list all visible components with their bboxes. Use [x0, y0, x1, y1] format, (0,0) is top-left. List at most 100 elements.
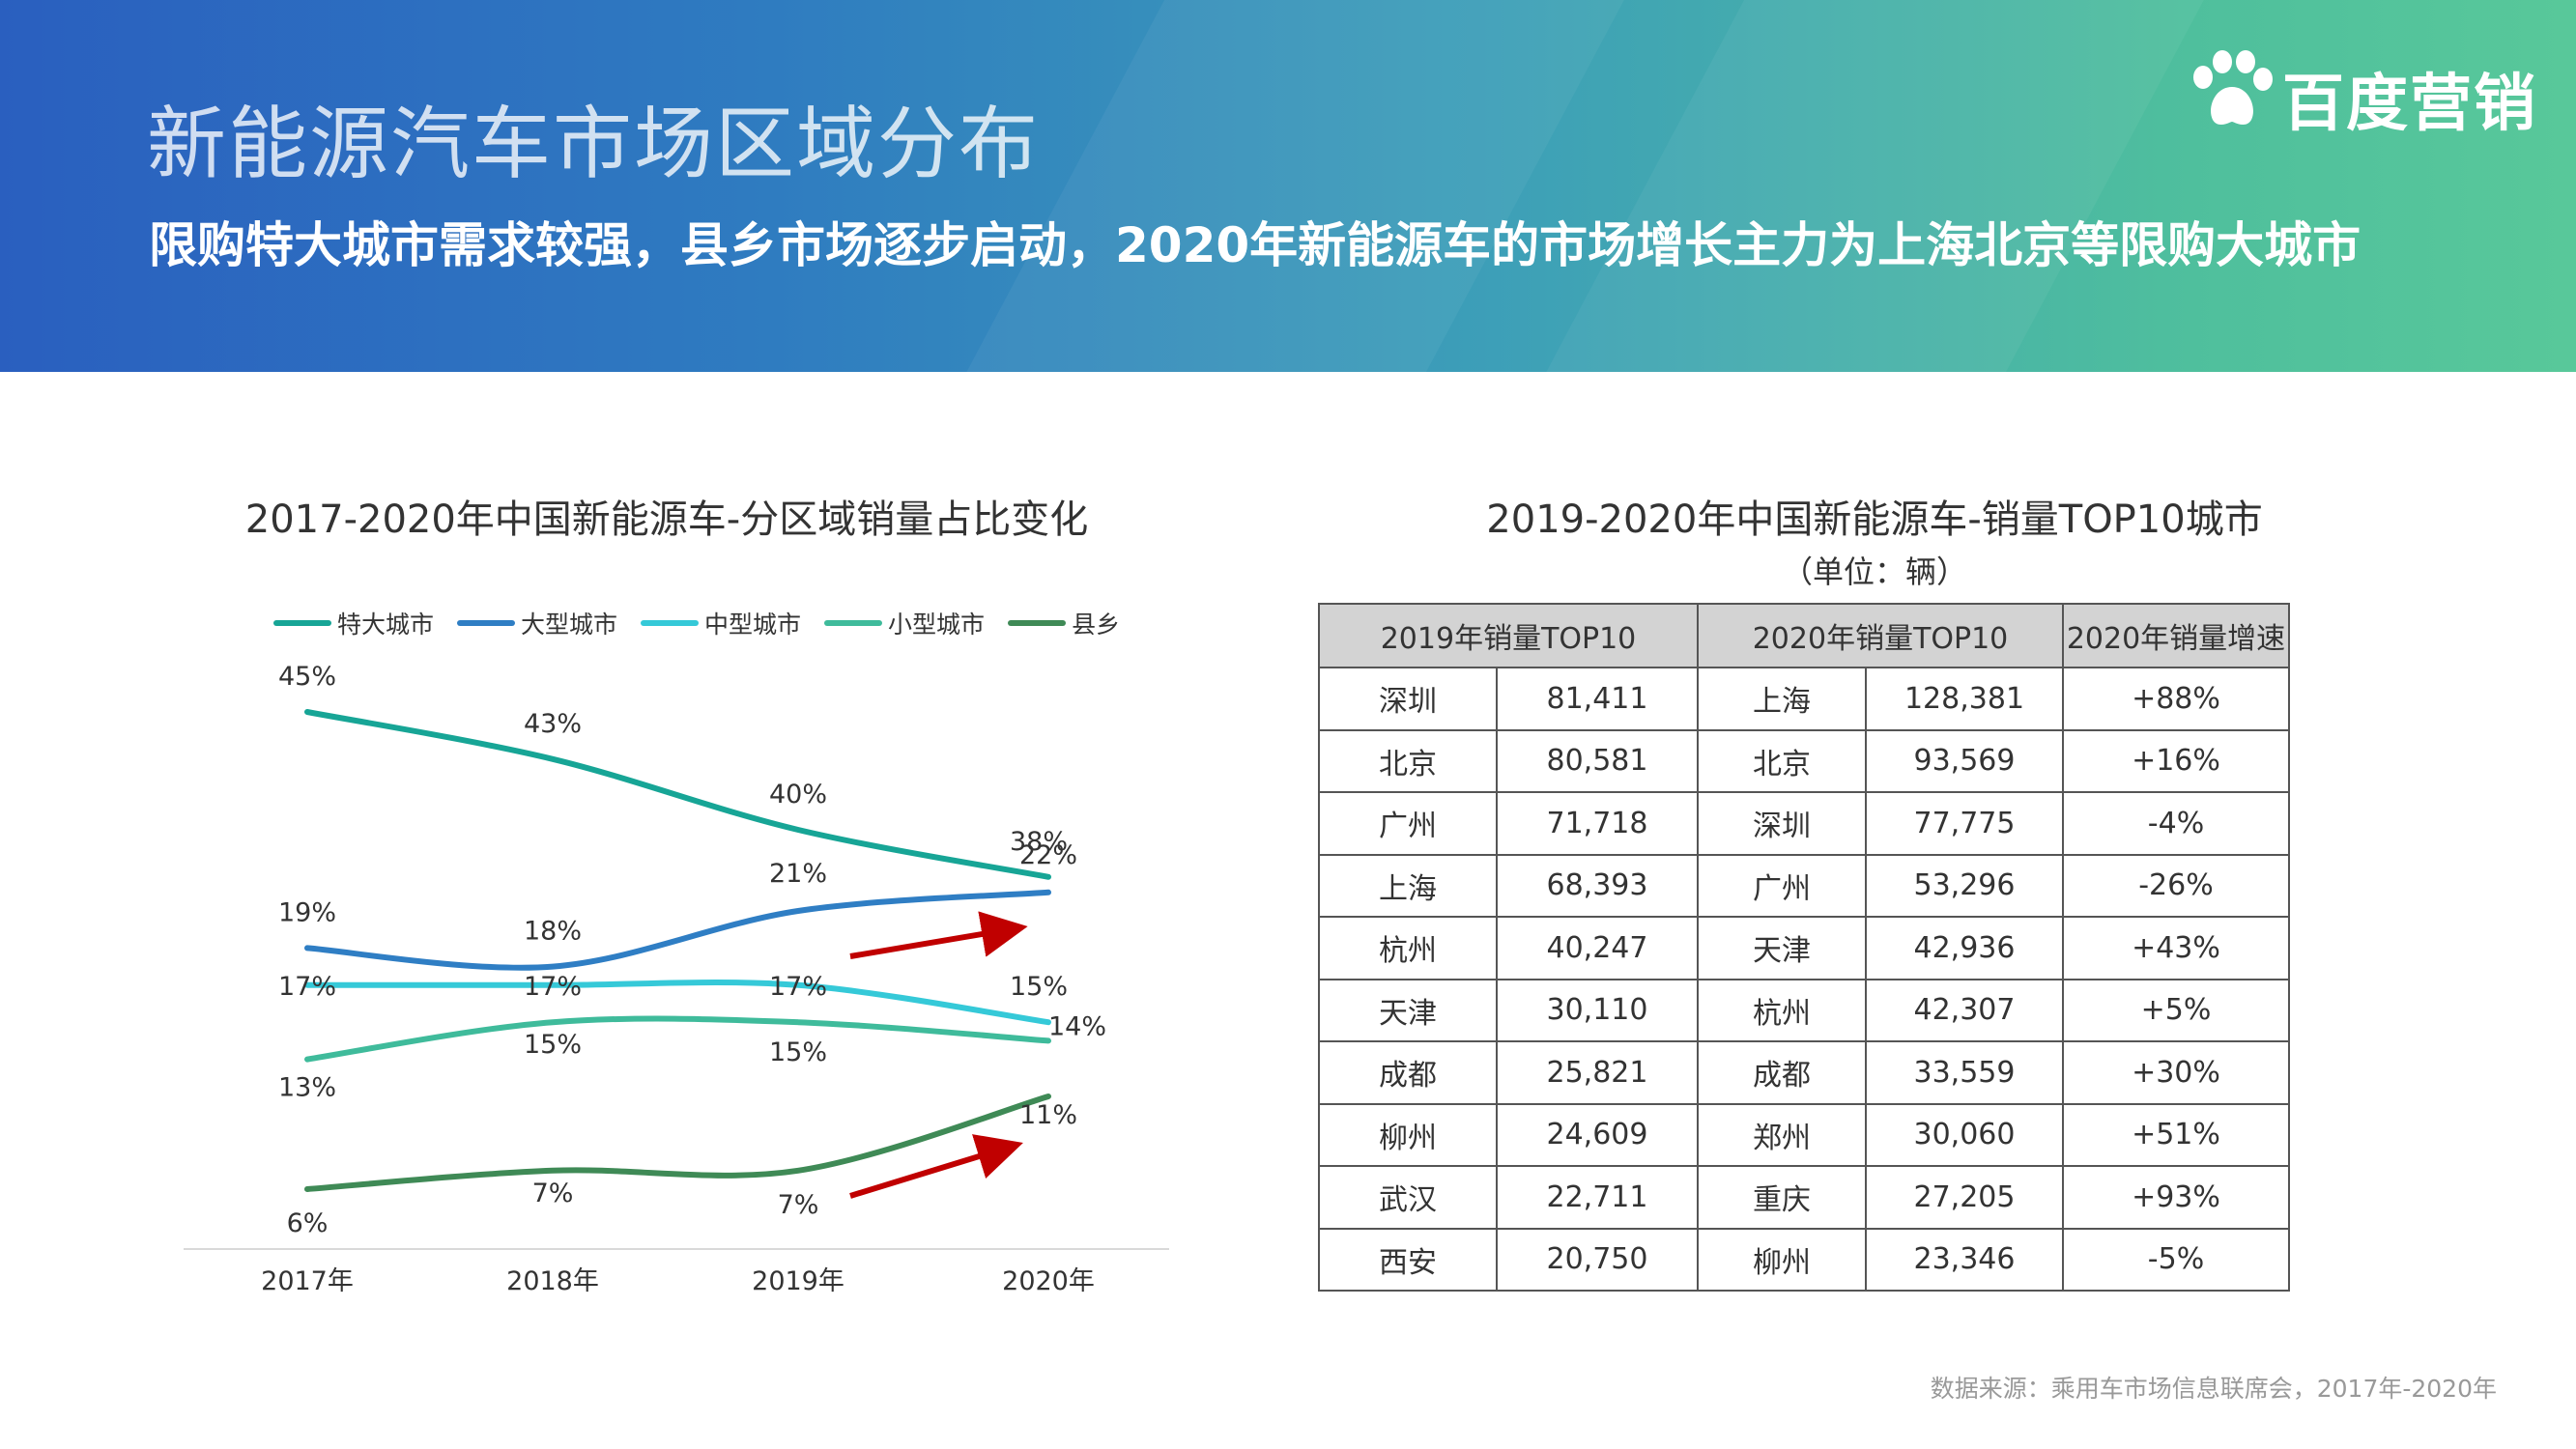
x-tick-label: 2018年	[506, 1266, 599, 1296]
data-label: 38%	[1010, 827, 1068, 857]
table-cell: 成都	[1697, 1040, 1867, 1105]
table-unit: （单位：辆）	[1781, 554, 1967, 590]
data-label: 7%	[532, 1179, 574, 1208]
legend-item: 县乡	[1008, 606, 1120, 640]
table-cell: +16%	[2062, 728, 2290, 793]
legend-item: 小型城市	[824, 606, 985, 640]
data-label: 43%	[524, 709, 582, 739]
table-title: 2019-2020年中国新能源车-销量TOP10城市	[1486, 497, 2263, 542]
legend-item: 中型城市	[641, 606, 801, 640]
x-tick-label: 2017年	[261, 1266, 354, 1296]
paw-icon	[2193, 50, 2273, 126]
data-label: 17%	[524, 972, 582, 1002]
table-cell: +88%	[2062, 667, 2290, 731]
data-point	[551, 982, 555, 987]
table-cell: 27,205	[1865, 1165, 2064, 1230]
legend-item: 特大城市	[273, 606, 434, 640]
data-point	[1046, 874, 1050, 879]
table-cell: -26%	[2062, 853, 2290, 918]
legend-label: 小型城市	[888, 611, 986, 639]
data-label: 11%	[1019, 1100, 1077, 1130]
table-cell: 42,307	[1865, 978, 2064, 1042]
data-label: 13%	[278, 1073, 336, 1103]
x-tick-label: 2020年	[1002, 1266, 1095, 1296]
legend-swatch	[1008, 620, 1067, 626]
data-label: 22%	[1019, 840, 1077, 870]
header-2020: 2020年销量TOP10	[1697, 603, 2064, 668]
trend-arrow	[849, 911, 1028, 959]
brand-logo: 百度营销	[2186, 48, 2535, 140]
chart-title: 2017-2020年中国新能源车-分区域销量占比变化	[244, 497, 1089, 542]
table-cell: 广州	[1697, 853, 1867, 918]
table-cell: -5%	[2062, 1227, 2290, 1292]
table-cell: 深圳	[1697, 791, 1867, 856]
legend-swatch	[641, 620, 700, 626]
table-cell: 80,581	[1496, 728, 1699, 793]
table-cell: 成都	[1318, 1040, 1498, 1105]
data-point	[551, 756, 555, 761]
table-row: 深圳 81,411 上海 128,381 +88%	[1318, 667, 2290, 731]
table-cell: 30,060	[1865, 1102, 2064, 1167]
table-cell: 广州	[1318, 791, 1498, 856]
data-point	[305, 982, 309, 987]
x-tick-label: 2019年	[752, 1266, 844, 1296]
table-cell: 天津	[1318, 978, 1498, 1042]
table-cell: +5%	[2062, 978, 2290, 1042]
data-label: 17%	[769, 972, 827, 1002]
legend-label: 县乡	[1072, 611, 1121, 639]
table-cell: 20,750	[1496, 1227, 1699, 1292]
legend-label: 大型城市	[521, 611, 618, 639]
data-label: 19%	[278, 897, 336, 927]
page-title: 新能源汽车市场区域分布	[147, 99, 1041, 190]
table-row: 西安 20,750 柳州 23,346 -5%	[1318, 1227, 2290, 1292]
data-label: 21%	[769, 859, 827, 889]
table-row: 成都 25,821 成都 33,559 +30%	[1318, 1040, 2290, 1105]
table-cell: 30,110	[1496, 978, 1699, 1042]
table-cell: 北京	[1318, 728, 1498, 793]
table-cell: -4%	[2062, 791, 2290, 856]
table-cell: 40,247	[1496, 916, 1699, 980]
table-cell: 武汉	[1318, 1165, 1498, 1230]
table-cell: 柳州	[1318, 1102, 1498, 1167]
data-label: 6%	[287, 1208, 329, 1238]
table-cell: 22,711	[1496, 1165, 1699, 1230]
table-row: 武汉 22,711 重庆 27,205 +93%	[1318, 1165, 2290, 1230]
series-line	[304, 709, 1051, 880]
table-cell: 25,821	[1496, 1040, 1699, 1105]
data-point	[796, 1020, 800, 1025]
logo-text: 百度营销	[2282, 69, 2537, 140]
data-label: 15%	[524, 1030, 582, 1060]
table-cell: 81,411	[1496, 667, 1699, 731]
data-point	[1046, 1094, 1050, 1098]
legend-swatch	[273, 620, 331, 626]
legend-label: 中型城市	[704, 611, 802, 639]
data-label: 17%	[278, 972, 336, 1002]
trend-arrow	[849, 1134, 1023, 1199]
legend-swatch	[457, 620, 516, 626]
table-row: 杭州 40,247 天津 42,936 +43%	[1318, 916, 2290, 980]
source-note: 数据来源：乘用车市场信息联席会，2017年-2020年	[1930, 1375, 2497, 1403]
series-line	[304, 889, 1051, 971]
data-point	[796, 982, 800, 987]
table-cell: +93%	[2062, 1165, 2290, 1230]
table-cell: 24,609	[1496, 1102, 1699, 1167]
header-growth: 2020年销量增速	[2062, 603, 2290, 668]
table-row: 上海 68,393 广州 53,296 -26%	[1318, 853, 2290, 918]
table-cell: 77,775	[1865, 791, 2064, 856]
data-point	[796, 828, 800, 832]
data-point	[305, 1057, 309, 1062]
table-cell: +51%	[2062, 1102, 2290, 1167]
table-cell: 128,381	[1865, 667, 2064, 731]
table-cell: 上海	[1318, 853, 1498, 918]
legend-label: 特大城市	[337, 611, 435, 639]
series-line	[304, 1015, 1051, 1063]
table-cell: 53,296	[1865, 853, 2064, 918]
legend-item: 大型城市	[457, 606, 617, 640]
table-row: 天津 30,110 杭州 42,307 +5%	[1318, 978, 2290, 1042]
table-cell: 68,393	[1496, 853, 1699, 918]
table-cell: +30%	[2062, 1040, 2290, 1105]
data-point	[1046, 1038, 1050, 1043]
table-cell: 93,569	[1865, 728, 2064, 793]
header-2019: 2019年销量TOP10	[1318, 603, 1699, 668]
